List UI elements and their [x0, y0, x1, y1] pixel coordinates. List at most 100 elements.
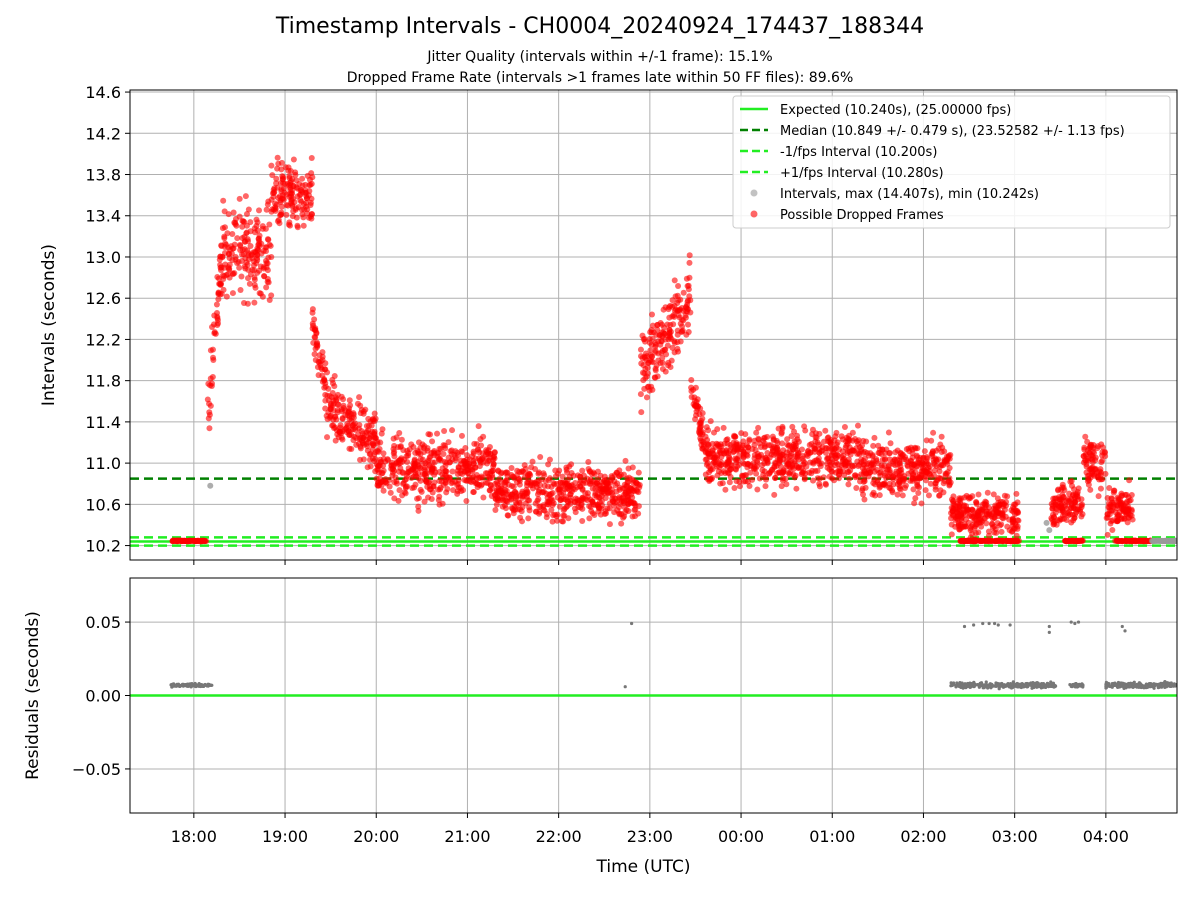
- residual-point: [1037, 684, 1041, 689]
- dropped-frame-point: [616, 473, 623, 480]
- dropped-frame-point: [965, 537, 972, 544]
- dropped-frame-point: [894, 491, 901, 498]
- dropped-frame-point: [278, 166, 285, 173]
- dropped-frame-point: [726, 456, 733, 463]
- dropped-frame-point: [754, 486, 761, 493]
- dropped-frame-point: [835, 452, 842, 459]
- dropped-frame-point: [633, 487, 640, 494]
- dropped-frame-point: [386, 483, 393, 490]
- dropped-frame-point: [463, 456, 470, 463]
- residual-point: [171, 683, 175, 688]
- dropped-frame-point: [589, 510, 596, 517]
- dropped-frame-point: [245, 252, 252, 259]
- dropped-frame-point: [455, 452, 462, 459]
- dropped-frame-point: [463, 452, 470, 459]
- dropped-frame-point: [917, 454, 924, 461]
- dropped-frame-point: [611, 499, 618, 506]
- dropped-frame-point: [574, 496, 581, 503]
- dropped-frame-point: [822, 481, 829, 488]
- dropped-frame-point: [415, 503, 422, 510]
- dropped-frame-point: [791, 428, 798, 435]
- dropped-frame-point: [922, 473, 929, 480]
- dropped-frame-point: [976, 512, 983, 519]
- intervals-y-tick-label: 13.8: [85, 166, 121, 185]
- dropped-frame-point: [355, 440, 362, 447]
- dropped-frame-point: [458, 467, 465, 474]
- dropped-frame-point: [533, 508, 540, 515]
- dropped-frame-point: [264, 201, 271, 208]
- residual-point: [972, 623, 976, 627]
- dropped-frame-point: [263, 284, 270, 291]
- dropped-frame-point: [667, 364, 674, 371]
- dropped-frame-point: [237, 247, 244, 254]
- dropped-frame-point: [648, 383, 655, 390]
- intervals-y-tick-label: 10.6: [85, 495, 121, 514]
- dropped-frame-point: [273, 180, 280, 187]
- dropped-frame-point: [268, 292, 275, 299]
- dropped-frame-point: [816, 483, 823, 490]
- dropped-frame-point: [440, 450, 447, 457]
- dropped-frame-point: [1125, 494, 1132, 501]
- dropped-frame-point: [442, 445, 449, 452]
- dropped-frame-point: [497, 478, 504, 485]
- dropped-frame-point: [835, 475, 842, 482]
- dropped-frame-point: [1068, 477, 1075, 484]
- dropped-frame-point: [990, 491, 997, 498]
- dropped-frame-point: [243, 210, 250, 217]
- dropped-frame-point: [468, 474, 475, 481]
- dropped-frame-point: [254, 252, 261, 259]
- dropped-frame-point: [772, 475, 779, 482]
- dropped-frame-point: [327, 412, 334, 419]
- dropped-frame-point: [390, 446, 397, 453]
- intervals-points: [169, 154, 1177, 545]
- dropped-frame-point: [830, 449, 837, 456]
- dropped-frame-point: [773, 462, 780, 469]
- dropped-frame-point: [545, 477, 552, 484]
- dropped-frame-point: [498, 469, 505, 476]
- residuals-y-tick-label: 0.00: [85, 687, 121, 706]
- dropped-frame-point: [312, 356, 319, 363]
- dropped-frame-point: [265, 236, 272, 243]
- dropped-frame-point: [444, 474, 451, 481]
- dropped-frame-point: [374, 438, 381, 445]
- dropped-frame-point: [780, 447, 787, 454]
- dropped-frame-point: [221, 235, 228, 242]
- dropped-frame-point: [946, 464, 953, 471]
- dropped-frame-point: [762, 483, 769, 490]
- dropped-frame-point: [524, 488, 531, 495]
- dropped-frame-point: [221, 224, 228, 231]
- dropped-frame-point: [973, 500, 980, 507]
- dropped-frame-point: [641, 385, 648, 392]
- dropped-frame-point: [692, 416, 699, 423]
- residual-point: [1048, 684, 1052, 688]
- dropped-frame-point: [962, 523, 969, 530]
- dropped-frame-point: [262, 244, 269, 251]
- dropped-frame-point: [214, 274, 221, 281]
- dropped-frame-point: [688, 393, 695, 400]
- dropped-frame-point: [340, 396, 347, 403]
- residual-point: [1142, 684, 1146, 688]
- dropped-frame-point: [886, 456, 893, 463]
- dropped-frame-point: [1057, 515, 1064, 522]
- residual-point: [1009, 686, 1014, 690]
- dropped-frame-point: [1102, 470, 1109, 477]
- dropped-frame-point: [530, 485, 537, 492]
- dropped-frame-point: [261, 272, 268, 279]
- dropped-frame-point: [885, 429, 892, 436]
- residual-point: [1073, 621, 1077, 626]
- dropped-frame-point: [989, 521, 996, 528]
- dropped-frame-point: [380, 487, 387, 494]
- dropped-frame-point: [458, 432, 465, 439]
- dropped-frame-point: [491, 455, 498, 462]
- dropped-frame-point: [333, 416, 340, 423]
- residual-point: [1169, 684, 1173, 689]
- dropped-frame-point: [950, 497, 957, 504]
- dropped-frame-point: [554, 517, 561, 524]
- dropped-frame-point: [675, 283, 682, 290]
- dropped-frame-point: [921, 448, 928, 455]
- dropped-frame-point: [303, 195, 310, 202]
- residual-point: [1123, 629, 1127, 633]
- dropped-frame-point: [609, 474, 616, 481]
- dropped-frame-point: [238, 257, 245, 264]
- interval-point: [1046, 527, 1053, 534]
